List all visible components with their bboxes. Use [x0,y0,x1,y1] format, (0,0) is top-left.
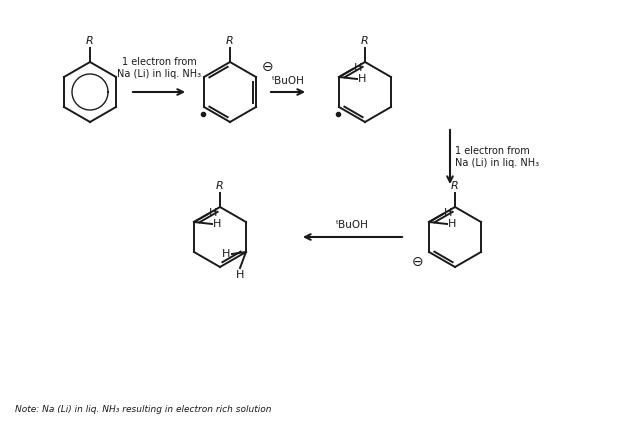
Text: H: H [209,208,218,218]
Text: R: R [361,36,369,46]
Text: H: H [221,249,230,259]
Text: H: H [358,74,366,84]
Text: R: R [86,36,94,46]
Text: ⊖: ⊖ [411,255,423,269]
Text: R: R [226,36,234,46]
Text: ᵗBuOH: ᵗBuOH [336,220,368,230]
Text: 1 electron from
Na (Li) in liq. NH₃: 1 electron from Na (Li) in liq. NH₃ [455,146,539,168]
Text: H: H [354,63,363,73]
Text: Note: Na (Li) in liq. NH₃ resulting in electron rich solution: Note: Na (Li) in liq. NH₃ resulting in e… [15,405,272,414]
Text: 1 electron from
Na (Li) in liq. NH₃: 1 electron from Na (Li) in liq. NH₃ [117,57,201,79]
Text: R: R [216,181,224,191]
Text: H: H [213,219,221,229]
Text: H: H [448,219,457,229]
Text: H: H [444,208,452,218]
Text: ᵗBuOH: ᵗBuOH [272,76,305,86]
Text: R: R [451,181,459,191]
Text: ⊖: ⊖ [262,60,273,74]
Text: H: H [236,270,244,280]
